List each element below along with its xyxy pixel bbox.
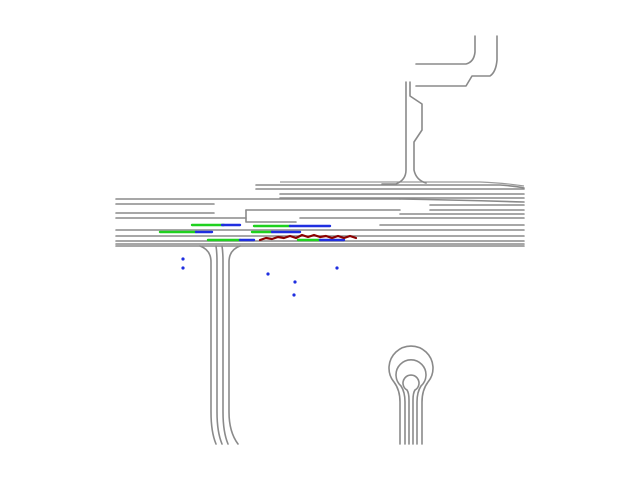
pedestrian-point [293,280,297,284]
pedestrian-point [335,266,339,270]
pedestrian-point [266,272,270,276]
pedestrian-point [181,257,185,261]
agent-tracks [158,223,346,242]
north-connector-lanes [381,35,498,185]
pedestrian-point [292,293,296,297]
cul-de-sac-lanes [388,345,434,445]
south-road-lanes [199,245,241,445]
ego-trajectory [258,233,358,242]
pedestrians [181,257,339,297]
pedestrian-point [181,266,185,270]
